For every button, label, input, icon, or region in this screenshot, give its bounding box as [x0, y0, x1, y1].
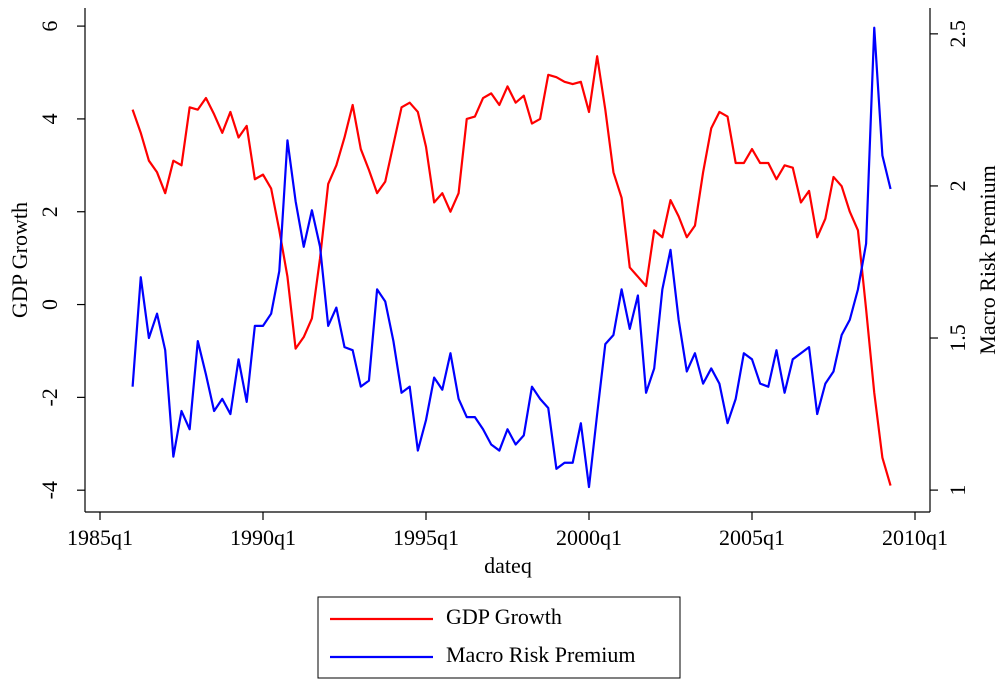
data-line	[131, 55, 892, 486]
data-line	[131, 26, 892, 489]
legend-label: GDP Growth	[446, 604, 562, 629]
y2-tick-label: 1.5	[945, 324, 970, 352]
y-tick-label: 4	[37, 113, 62, 124]
legend-box	[317, 596, 681, 679]
x-tick-label: 2010q1	[882, 525, 948, 550]
x-tick-label: 1995q1	[393, 525, 459, 550]
y2-tick-label: 2	[945, 180, 970, 191]
y-tick-label: 6	[37, 21, 62, 32]
y2-axis-title: Macro Risk Premium	[975, 165, 1000, 354]
y-tick-label: 2	[37, 206, 62, 217]
y-axis-title: GDP Growth	[7, 202, 32, 318]
x-tick-label: 2005q1	[719, 525, 785, 550]
x-tick-label: 1985q1	[67, 525, 133, 550]
y-tick-label: -4	[37, 481, 62, 499]
y-tick-label: 0	[37, 299, 62, 310]
legend-label: Macro Risk Premium	[446, 642, 635, 667]
y2-tick-label: 2.5	[945, 20, 970, 48]
x-tick-label: 2000q1	[556, 525, 622, 550]
y2-tick-label: 1	[945, 485, 970, 496]
x-axis-title: dateq	[484, 553, 532, 578]
x-tick-label: 1990q1	[230, 525, 296, 550]
y-tick-label: -2	[37, 388, 62, 406]
